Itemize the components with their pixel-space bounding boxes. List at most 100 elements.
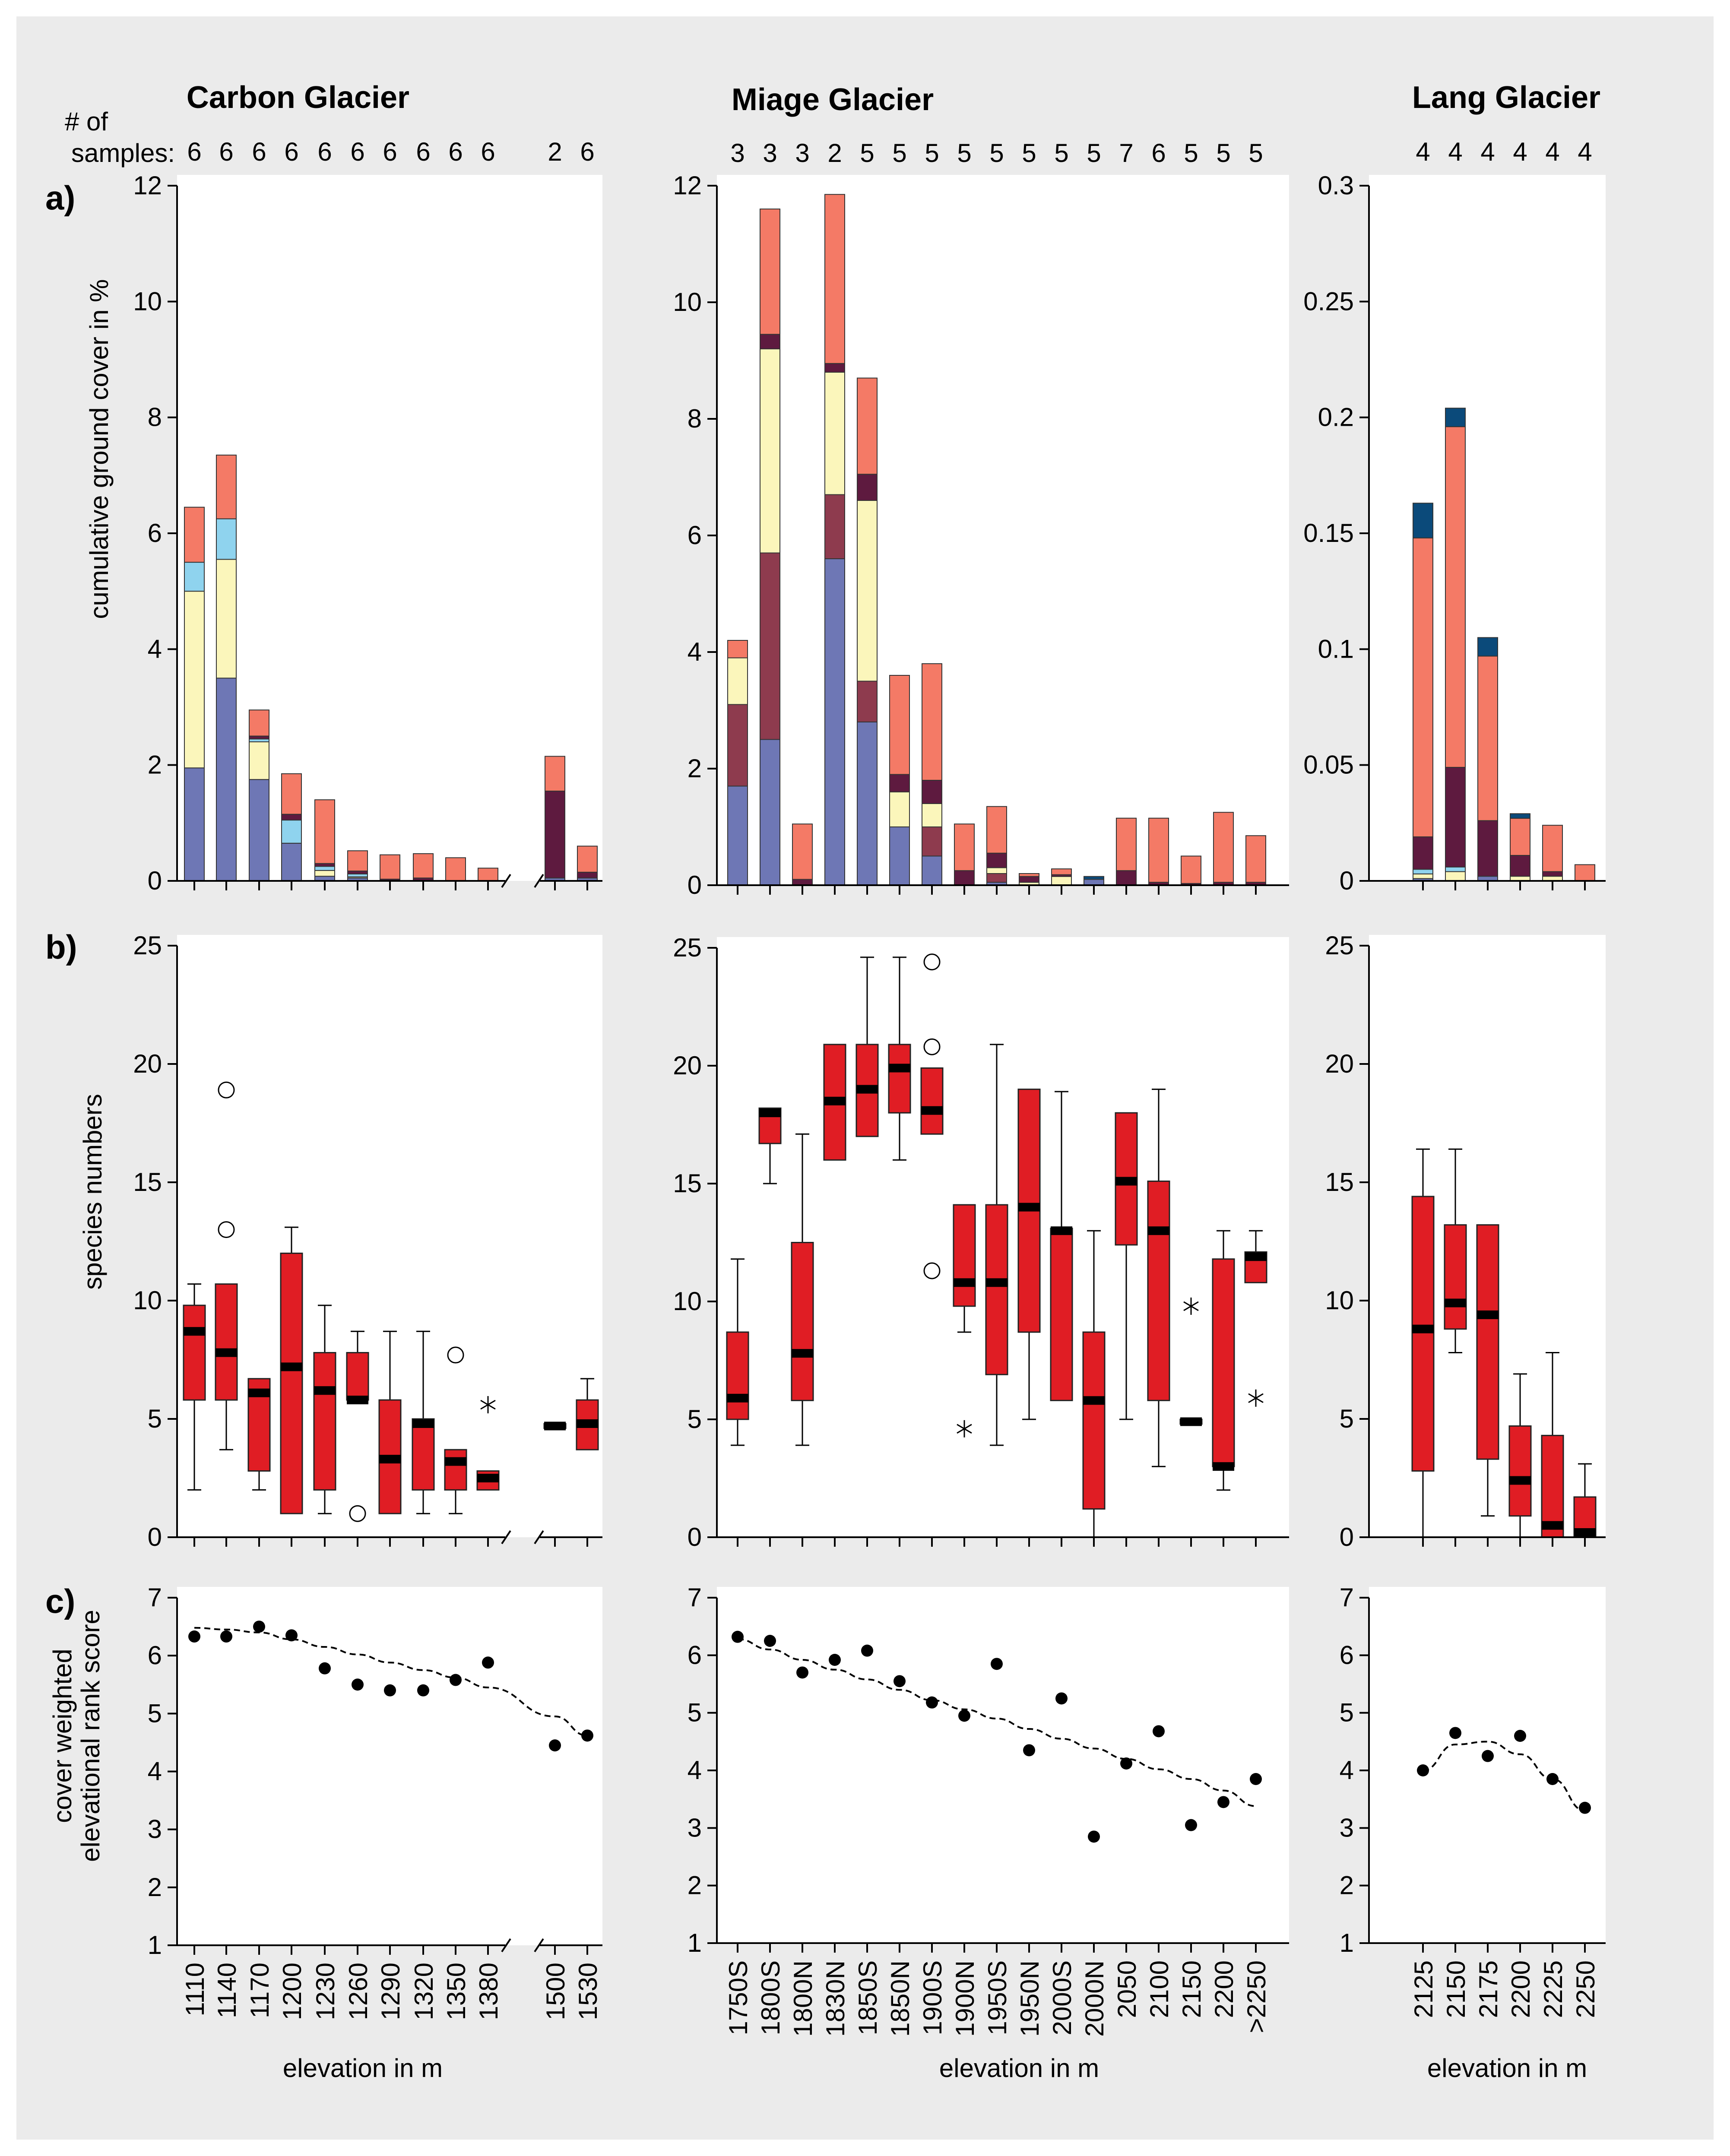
sample-count: 4 [1578,137,1592,166]
glacier-title-carbon: Carbon Glacier [187,80,409,115]
data-point [1055,1692,1068,1705]
sample-count: 5 [957,139,971,168]
x-tick-label: 1230 [311,1963,340,2020]
box [791,1242,814,1401]
rank-2-y-tick-label: 7 [1340,1583,1354,1612]
outlier-circle [218,1081,235,1099]
bar-segment [249,738,269,742]
x-tick-label: 1140 [212,1963,241,2018]
box-plot [1212,1230,1235,1491]
median-bar [412,1419,434,1428]
rank-1-y-tick-label: 5 [688,1698,702,1727]
species-0-y-tick-label: 25 [133,931,162,960]
bar-segment [727,704,748,787]
cover-0-axis-break [534,874,544,888]
box-plot [346,1330,369,1522]
bar-segment [922,663,942,781]
trend-line [737,1638,1256,1807]
rank-0-y-tick-label: 5 [148,1699,162,1728]
cover-0-y-tick-label: 0 [148,866,162,895]
sample-count: 4 [1448,137,1462,166]
median-bar [215,1348,237,1357]
data-point [220,1630,232,1643]
median-bar [889,1064,910,1073]
box-plot [920,953,944,1279]
x-tick-label: 1290 [376,1963,405,2020]
box [920,1067,944,1135]
bar-segment [792,823,813,880]
box [888,1044,911,1114]
box-plot [1115,1112,1138,1420]
box [346,1352,369,1401]
bar-segment [314,870,335,877]
bar-segment [184,507,205,563]
data-point [285,1629,298,1642]
x-tick-label: 2200 [1506,1960,1535,2018]
box [1411,1196,1435,1472]
bar-segment [889,791,910,827]
x-tick-label: 1110 [181,1963,209,2017]
species-0-y-tick-label: 10 [133,1286,162,1315]
sample-count: 3 [763,139,777,168]
x-tick-label: 1800N [789,1960,817,2037]
sample-count: 5 [1248,139,1263,168]
sample-count: 6 [284,137,298,166]
data-point [861,1644,873,1657]
outlier-circle [923,1262,941,1279]
box-plot [543,1422,567,1431]
bar-segment [824,363,845,373]
extreme-star [480,1399,496,1410]
sample-count: 6 [1151,139,1166,168]
bar-segment [1510,818,1530,856]
median-bar [856,1085,878,1094]
glacier-title-lang: Lang Glacier [1412,80,1600,115]
bar-segment [1084,879,1104,886]
data-point [926,1696,938,1709]
data-point [764,1635,776,1647]
rank-0-axis-break [501,1938,511,1953]
bar-segment [857,681,878,722]
bar-segment [1542,825,1563,872]
trend-line [1423,1741,1585,1812]
bar-segment [184,591,205,769]
data-point [1417,1764,1429,1776]
median-bar [544,1422,566,1431]
bar-segment [281,773,302,815]
sample-count: 5 [1184,139,1198,168]
bar-segment [824,494,845,559]
cover-1-plot-area [717,175,1289,885]
rank-2-y-tick-label: 5 [1340,1698,1354,1727]
bar-segment [545,756,565,792]
x-title-lang: elevation in m [1427,2054,1587,2083]
x-tick-label: 1350 [442,1963,471,2020]
box [280,1252,303,1514]
bar-segment [1245,835,1266,883]
bar-segment [184,562,205,592]
sample-count: 6 [252,137,266,166]
bar-segment [1413,503,1433,538]
box [1147,1181,1170,1401]
box-plot [247,1378,271,1491]
bar-segment [922,803,942,827]
data-point [482,1656,494,1669]
cover-2-y-tick-label: 0.25 [1303,287,1354,316]
bar-segment [1413,873,1433,879]
median-bar [1213,1462,1234,1471]
box-plot [215,1081,238,1450]
x-tick-label: 2200 [1210,1960,1239,2018]
cover-2-y-tick-label: 0 [1340,866,1354,895]
cover-0-y-tick-label: 12 [133,171,162,200]
data-point [1120,1757,1132,1770]
x-tick-label: 2250 [1571,1960,1600,2018]
bar-segment [184,767,205,881]
box-plot [1508,1373,1532,1538]
cover-0-axis-break [501,874,511,888]
panel-label-b: b) [45,928,77,966]
species-1-y-tick-label: 10 [673,1287,702,1316]
sample-count: 6 [317,137,332,166]
bar-segment [1510,855,1530,877]
y-title-rank-line1: cover weighted [48,1649,77,1823]
rank-2-plot-area [1369,1587,1606,1943]
bar-segment [1413,836,1433,870]
bar-segment [1181,855,1201,884]
